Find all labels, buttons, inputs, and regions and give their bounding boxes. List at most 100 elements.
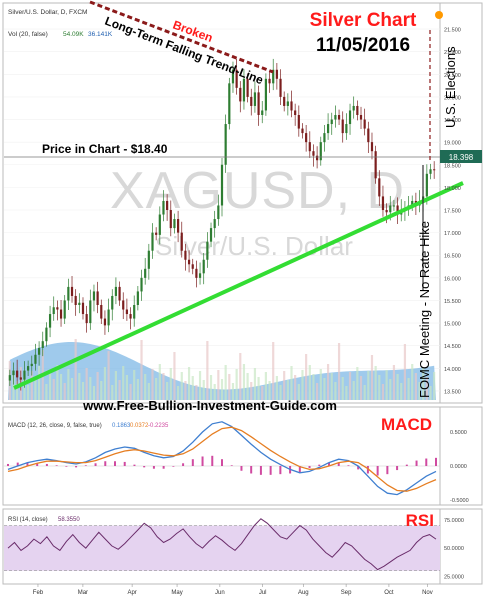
- volume-bar: [326, 364, 330, 400]
- candle-body: [103, 318, 107, 326]
- annotation-fomc: FOMC Meeting - No Rate Hike: [417, 221, 432, 398]
- price-tick-label: 21.500: [444, 28, 461, 34]
- candle-body: [158, 214, 161, 235]
- volume-layer: [8, 339, 436, 400]
- volume-bar: [356, 367, 359, 400]
- candle-body: [363, 119, 366, 129]
- candle-body: [129, 314, 132, 319]
- volume-bar: [173, 352, 176, 400]
- candle-body: [41, 341, 44, 348]
- volume-bar: [12, 372, 15, 400]
- volume-bar: [85, 368, 88, 400]
- chart-date: 11/05/2016: [316, 35, 410, 56]
- candle-body: [63, 300, 66, 319]
- volume-bar: [294, 375, 297, 400]
- candle-body: [305, 133, 308, 143]
- macd-histogram-bar: [318, 464, 321, 466]
- macd-histogram-bar: [405, 464, 408, 466]
- signal-line: [7, 426, 437, 492]
- volume-bar: [345, 386, 348, 400]
- price-tick-label: 19.000: [444, 141, 461, 147]
- volume-bar: [290, 366, 293, 400]
- macd-value-1: 0.1863: [112, 423, 131, 429]
- price-tick-label: 17.500: [444, 209, 461, 215]
- candle-body: [187, 259, 191, 265]
- macd-histogram-bar: [386, 466, 389, 475]
- price-badge-label: 18.398: [449, 153, 474, 162]
- volume-bar: [147, 383, 150, 400]
- volume-bar: [363, 385, 366, 400]
- candle-body: [191, 264, 194, 269]
- volume-bar: [242, 364, 246, 400]
- volume-bar: [425, 377, 428, 400]
- macd-histogram-bar: [396, 466, 399, 471]
- candle-body: [217, 205, 220, 220]
- candle-body: [341, 119, 344, 134]
- price-tick-label: 16.000: [444, 276, 461, 282]
- macd-line: [7, 421, 437, 496]
- volume-bar: [231, 383, 235, 400]
- macd-value-3: -0.2235: [148, 423, 169, 429]
- volume-bar: [96, 372, 99, 400]
- volume-bar: [381, 384, 385, 400]
- volume-bar: [56, 365, 59, 400]
- price-tick-label: 19.500: [444, 118, 461, 124]
- price-tick-label: 15.000: [444, 322, 461, 328]
- volume-bar: [169, 368, 172, 400]
- volume-bar: [337, 343, 341, 400]
- volume-bar: [220, 379, 224, 400]
- volume-bar: [202, 380, 205, 400]
- volume-bar: [385, 370, 388, 400]
- volume-bar: [166, 382, 169, 400]
- volume-bar: [37, 366, 41, 400]
- macd-histogram-bar: [94, 463, 97, 466]
- macd-value-2: 0.0372: [130, 423, 149, 429]
- macd-histogram-bar: [269, 466, 272, 475]
- candle-body: [330, 119, 333, 125]
- candle-body: [294, 110, 297, 115]
- volume-bar: [140, 340, 143, 400]
- volume-bar: [239, 353, 242, 400]
- support-trend-line: [13, 181, 464, 390]
- volume-bar: [125, 375, 128, 400]
- month-label: Oct: [384, 590, 394, 596]
- volume-bar: [213, 384, 216, 400]
- annotation-elections: U.S. Elections: [443, 46, 458, 128]
- candle-body: [392, 205, 396, 207]
- volume-bar: [250, 382, 253, 400]
- price-tick-label: 17.000: [444, 231, 461, 237]
- volume-bar: [78, 373, 81, 400]
- volume-bar: [264, 372, 267, 400]
- watermark: XAGUSD, D Silver/U.S. Dollar: [110, 162, 404, 261]
- candle-body: [144, 268, 147, 278]
- volume-bar: [370, 355, 374, 400]
- volume-bar: [45, 384, 48, 400]
- volume-bar: [305, 354, 308, 400]
- symbol-line: Silver/U.S. Dollar, D, FXCM: [8, 9, 87, 16]
- volume-bar: [316, 383, 319, 400]
- macd-histogram-bar: [366, 466, 369, 474]
- macd-histogram-bar: [347, 465, 350, 466]
- falling-trend-line: [89, 0, 274, 74]
- candle-body: [89, 300, 92, 324]
- candle-body: [337, 115, 341, 120]
- macd-histogram-bar: [16, 462, 19, 466]
- macd-histogram-bar: [7, 463, 9, 466]
- price-tick-label: 15.500: [444, 299, 461, 305]
- candle-body: [202, 259, 205, 274]
- candle-body: [184, 250, 187, 260]
- price-tick-label: 18.500: [444, 163, 461, 169]
- volume-bar: [429, 386, 432, 400]
- price-axis-ticks: 13.500 14.000 14.500 15.000 15.500 16.000 16.5…: [444, 28, 461, 396]
- candle-body: [385, 210, 388, 213]
- candle-body: [250, 96, 253, 106]
- candle-body: [389, 205, 392, 213]
- macd-histogram-bar: [104, 461, 107, 466]
- volume-bar: [67, 369, 70, 400]
- macd-histogram-bar: [221, 459, 223, 466]
- volume-bar: [27, 385, 30, 400]
- volume-bar: [257, 377, 260, 400]
- volume-bar: [261, 386, 264, 400]
- volume-bar: [279, 385, 282, 400]
- vol-value-2: 36.141K: [88, 31, 113, 38]
